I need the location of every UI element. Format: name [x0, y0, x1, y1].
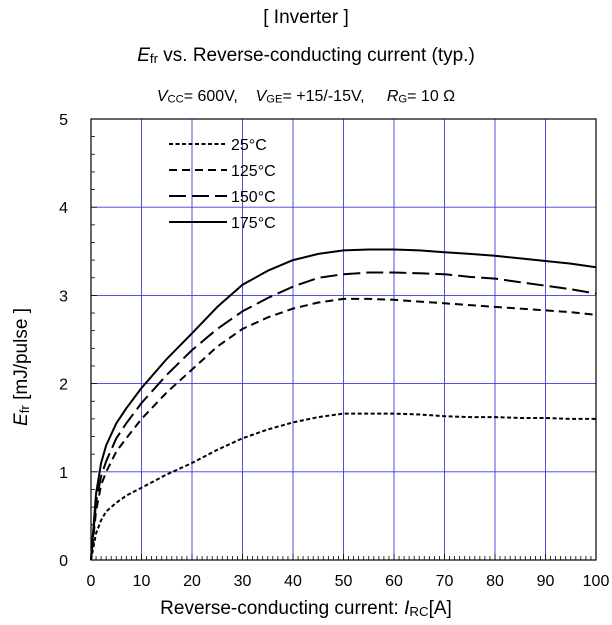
series-line-1	[90, 297, 597, 561]
cond-vge-sub: GE	[266, 93, 283, 106]
x-axis-label: Reverse-conducting current: IRC[A]	[0, 598, 612, 620]
y-tick-label: 2	[59, 377, 68, 394]
y-tick-label: 4	[59, 200, 68, 217]
x-tick-label: 100	[583, 573, 610, 590]
cond-vcc-sub: CC	[167, 93, 184, 106]
x-tick-label: 90	[537, 573, 555, 590]
y-tick-label: 5	[59, 112, 68, 129]
x-tick-label: 0	[87, 573, 96, 590]
chart-conditions: VCC= 600V, VGE= +15/-15V, RG= 10 Ω	[0, 88, 612, 106]
x-tick-label: 70	[436, 573, 454, 590]
x-tick-label: 30	[234, 573, 252, 590]
x-tick-label: 10	[133, 573, 151, 590]
cond-rg-sub: G	[398, 93, 408, 106]
y-axis-sub: fr	[16, 405, 32, 414]
y-tick-label: 3	[59, 288, 68, 305]
x-axis-unit: [A]	[428, 598, 452, 619]
x-tick-label: 50	[335, 573, 353, 590]
x-tick-label: 40	[284, 573, 302, 590]
cond-rg-sym: R	[386, 88, 399, 105]
x-axis-sym: I	[404, 598, 410, 619]
x-tick-label: 60	[385, 573, 403, 590]
y-axis-sym: E	[11, 413, 32, 426]
title-symbol: E	[137, 45, 150, 66]
legend-label-2: 150°C	[231, 189, 276, 206]
series-line-3	[90, 248, 597, 561]
y-axis-label: Efr [mJ/pulse ]	[11, 308, 33, 426]
legend-label-0: 25°C	[231, 137, 267, 154]
y-tick-label: 0	[59, 553, 68, 570]
legend-label-3: 175°C	[231, 215, 276, 232]
cond-vge-sym: V	[255, 88, 267, 105]
x-axis-text: Reverse-conducting current:	[160, 598, 405, 619]
y-axis-unit: [mJ/pulse ]	[11, 308, 32, 406]
x-tick-label: 80	[486, 573, 504, 590]
cond-vge-val: = +15/-15V,	[282, 88, 365, 105]
chart-title-line1: [ Inverter ]	[263, 7, 349, 28]
x-axis-sub: RC	[409, 603, 429, 619]
title-symbol-sub: fr	[149, 50, 158, 66]
series-line-0	[90, 412, 596, 561]
legend-label-1: 125°C	[231, 163, 276, 180]
series-line-2	[90, 271, 597, 561]
y-tick-label: 1	[59, 465, 68, 482]
cond-vcc-val: = 600V,	[183, 88, 238, 105]
cond-vcc-sym: V	[156, 88, 168, 105]
title-text: vs. Reverse-conducting current (typ.)	[158, 45, 475, 66]
plot-frame	[90, 118, 597, 561]
cond-rg-val: = 10 Ω	[407, 88, 456, 105]
chart-title-line2: Efr vs. Reverse-conducting current (typ.…	[0, 45, 612, 67]
x-tick-label: 20	[183, 573, 201, 590]
